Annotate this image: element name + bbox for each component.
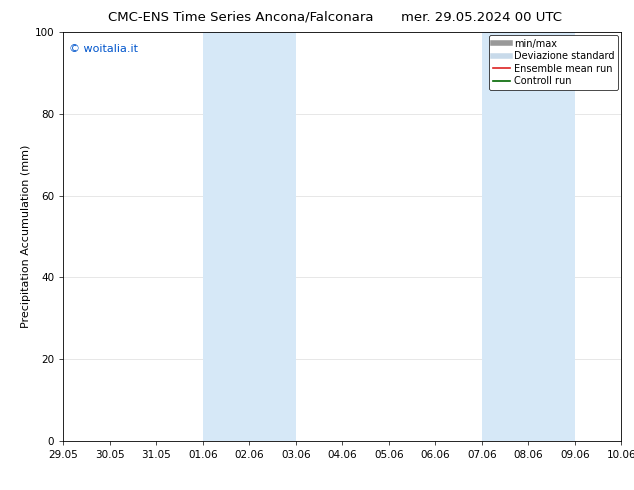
Bar [203,32,296,441]
Bar [482,32,575,441]
Text: © woitalia.it: © woitalia.it [69,44,138,54]
Text: CMC-ENS Time Series Ancona/Falconara: CMC-ENS Time Series Ancona/Falconara [108,11,373,24]
Legend: min/max, Deviazione standard, Ensemble mean run, Controll run: min/max, Deviazione standard, Ensemble m… [489,35,618,90]
Text: mer. 29.05.2024 00 UTC: mer. 29.05.2024 00 UTC [401,11,562,24]
Y-axis label: Precipitation Accumulation (mm): Precipitation Accumulation (mm) [20,145,30,328]
